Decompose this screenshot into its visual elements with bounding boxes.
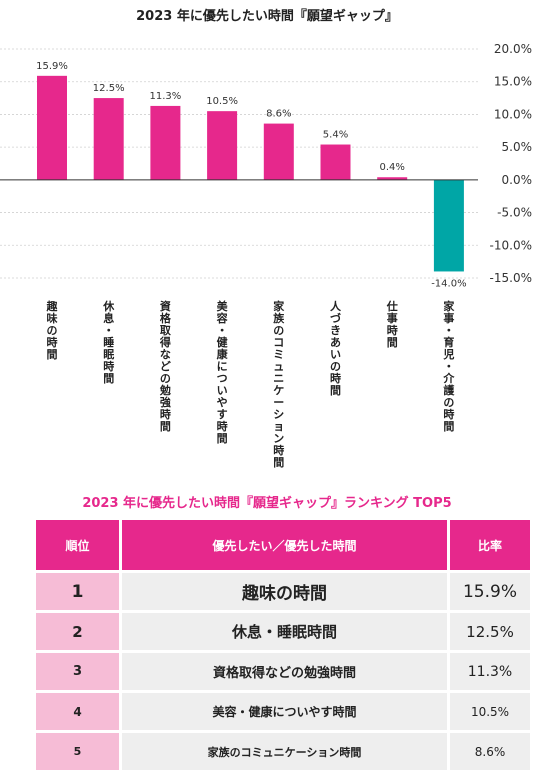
rank-cell: 5	[36, 733, 119, 770]
data-label: -14.0%	[431, 278, 466, 289]
bar	[207, 111, 238, 180]
data-label: 10.5%	[206, 96, 238, 107]
data-label: 0.4%	[379, 162, 404, 173]
chart-title: 2023 年に優先したい時間『願望ギャップ』	[136, 9, 398, 24]
data-label: 12.5%	[93, 83, 125, 94]
bar	[263, 123, 294, 180]
rate-cell: 10.5%	[450, 693, 530, 730]
data-label: 5.4%	[323, 130, 348, 141]
category-label: 休息・睡眠時間	[102, 299, 115, 385]
data-label: 11.3%	[150, 91, 182, 102]
y-tick-label: -5.0%	[497, 206, 532, 220]
ranking-title: 2023 年に優先したい時間『願望ギャップ』ランキング TOP5	[82, 496, 452, 511]
ranking-header-row: 順位 優先したい／優先した時間 比率	[36, 520, 530, 570]
table-row: 5 家族のコミュニケーション時間 8.6%	[36, 733, 530, 770]
y-tick-label: -10.0%	[490, 238, 532, 252]
category-label: 仕事時間	[386, 299, 398, 349]
category-label: 美容・健康についやす時間	[216, 299, 229, 445]
item-cell: 趣味の時間	[122, 573, 447, 610]
bar	[93, 98, 124, 180]
rank-header: 順位	[36, 520, 119, 570]
item-cell: 休息・睡眠時間	[122, 613, 447, 650]
rank-cell: 4	[36, 693, 119, 730]
rank-cell: 3	[36, 653, 119, 690]
table-row: 2 休息・睡眠時間 12.5%	[36, 613, 530, 650]
category-label: 家事・育児・介護の時間	[442, 299, 455, 433]
bar	[433, 179, 464, 272]
item-header: 優先したい／優先した時間	[122, 520, 447, 570]
y-tick-label: 0.0%	[502, 173, 533, 187]
rank-cell: 1	[36, 573, 119, 610]
rate-cell: 15.9%	[450, 573, 530, 610]
y-tick-label: -15.0%	[490, 271, 532, 285]
table-row: 3 資格取得などの勉強時間 11.3%	[36, 653, 530, 690]
rate-cell: 8.6%	[450, 733, 530, 770]
table-row: 4 美容・健康についやす時間 10.5%	[36, 693, 530, 730]
table-row: 1 趣味の時間 15.9%	[36, 573, 530, 610]
value-labels: 15.9% 12.5% 11.3% 10.5% 8.6% 5.4% 0.4% -14.0%	[36, 61, 466, 290]
y-tick-label: 10.0%	[494, 107, 532, 121]
data-label: 15.9%	[36, 61, 68, 72]
rate-header: 比率	[450, 520, 530, 570]
category-label: 資格取得などの勉強時間	[159, 299, 172, 433]
rate-cell: 11.3%	[450, 653, 530, 690]
grid-lines	[0, 48, 478, 279]
rank-cell: 2	[36, 613, 119, 650]
y-tick-label: 15.0%	[494, 75, 532, 89]
y-tick-label: 20.0%	[494, 42, 532, 56]
bars	[37, 75, 464, 272]
data-label: 8.6%	[266, 109, 291, 120]
category-label: 家族のコミュニケーション時間	[273, 299, 285, 469]
y-axis-ticks: 20.0% 15.0% 10.0% 5.0% 0.0% -5.0% -10.0% -15.0%	[490, 42, 532, 285]
bar	[377, 177, 408, 180]
bar	[37, 75, 67, 180]
item-cell: 資格取得などの勉強時間	[122, 653, 447, 690]
category-label: 趣味の時間	[46, 299, 59, 361]
ranking-table: 順位 優先したい／優先した時間 比率 1 趣味の時間 15.9% 2 休息・睡眠…	[33, 517, 533, 773]
category-labels: 趣味の時間 休息・睡眠時間 資格取得などの勉強時間 美容・健康についやす時間 家族のコミ…	[46, 299, 456, 469]
y-tick-label: 5.0%	[502, 140, 533, 154]
category-label: 人づきあいの時間	[330, 299, 342, 397]
item-cell: 美容・健康についやす時間	[122, 693, 447, 730]
item-cell: 家族のコミュニケーション時間	[122, 733, 447, 770]
bar	[150, 105, 181, 180]
rate-cell: 12.5%	[450, 613, 530, 650]
bar-chart: 15.9% 12.5% 11.3% 10.5% 8.6% 5.4% 0.4% -14.0% 2…	[0, 42, 532, 469]
bar	[320, 144, 351, 180]
